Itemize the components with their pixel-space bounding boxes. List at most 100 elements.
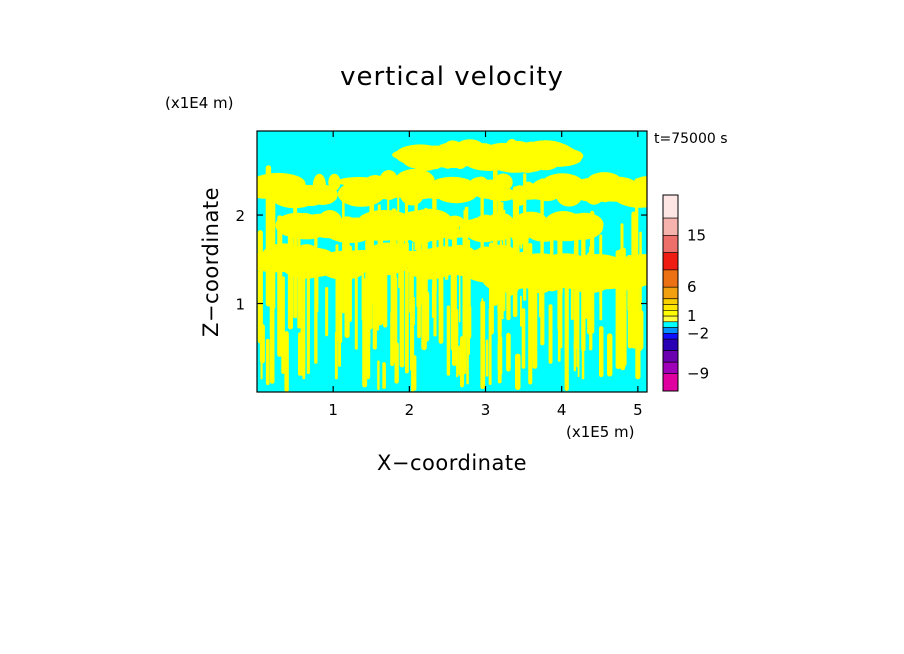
y-tick-label: 1	[235, 296, 245, 314]
colorbar-band	[662, 286, 679, 300]
field-blob	[499, 188, 514, 197]
field-streak	[293, 194, 298, 319]
field-streak	[413, 296, 415, 325]
colorbar-band	[662, 338, 679, 351]
time-label: t=75000 s	[654, 131, 728, 147]
field-streak	[424, 223, 428, 275]
field-blob	[446, 215, 464, 228]
field-blob	[392, 186, 441, 200]
colorbar-band	[662, 304, 679, 311]
field-streak	[560, 256, 563, 294]
field-streak	[573, 340, 576, 372]
field-streak	[392, 269, 395, 302]
field-streak	[414, 201, 418, 251]
field-streak	[550, 223, 554, 273]
colorbar-frame	[662, 194, 679, 392]
field-streak	[599, 234, 603, 321]
field-streak	[373, 262, 379, 316]
field-streak	[532, 294, 536, 319]
field-streak	[265, 338, 270, 386]
field-streak	[397, 193, 400, 248]
colorbar-tick-label: −9	[687, 365, 709, 383]
field-streak	[520, 295, 522, 327]
colorbar-band	[662, 333, 679, 340]
field-streak	[497, 194, 501, 241]
field-blob	[513, 152, 542, 173]
field-streak	[377, 360, 380, 391]
field-streak	[485, 339, 489, 377]
chart-title: vertical velocity	[340, 62, 564, 92]
colorbar-ticks: 15 6 1−2 −9	[687, 226, 709, 382]
field-streak	[564, 277, 569, 391]
field-blob	[542, 272, 562, 292]
y-unit-label: (x1E4 m)	[165, 94, 234, 112]
field-streak	[405, 241, 408, 334]
colorbar-band	[662, 315, 679, 323]
field-streak	[334, 331, 338, 380]
y-axis-title: Z−coordinate	[199, 187, 223, 337]
colorbar-tick-label: 6	[687, 278, 697, 296]
x-tick-label: 3	[481, 401, 491, 419]
field-streak	[284, 331, 289, 392]
field-blob	[294, 244, 319, 264]
field-streak	[582, 248, 585, 265]
field-streak	[301, 258, 304, 366]
field-streak	[458, 261, 461, 323]
field-streak	[538, 285, 543, 318]
field-streak	[422, 221, 424, 258]
field-streak	[500, 202, 504, 241]
field-streak	[382, 362, 386, 389]
field-streak	[558, 217, 561, 248]
field-streak	[412, 242, 414, 292]
field-blob	[275, 212, 320, 238]
colorbar-band	[662, 298, 679, 305]
field-streak	[420, 270, 424, 304]
field-streak	[514, 189, 518, 242]
field-streak	[463, 210, 467, 246]
field-streak	[354, 233, 358, 350]
field-streak	[460, 336, 465, 388]
field-blob	[342, 182, 388, 192]
field-streak	[488, 256, 491, 271]
field-streak	[570, 276, 574, 320]
field-streak	[365, 239, 371, 380]
field-streak	[518, 239, 520, 283]
colorbar-band	[662, 252, 679, 271]
field-streak	[409, 253, 412, 313]
field-streak	[488, 308, 492, 385]
field-streak	[501, 269, 504, 320]
colorbar-band	[662, 309, 679, 317]
colorbar-band	[662, 361, 679, 375]
field-streak	[277, 215, 283, 357]
colorbar-band	[662, 321, 679, 328]
colorbar-band	[662, 235, 679, 253]
field-streak	[265, 165, 272, 307]
field-streak	[445, 236, 449, 280]
field-streak	[404, 191, 407, 249]
field-streak	[599, 326, 604, 378]
field-blob	[328, 173, 341, 191]
field-streak	[493, 168, 498, 306]
field-streak	[581, 310, 585, 380]
colorbar-tick-label: 15	[687, 226, 706, 244]
y-axis: 12	[235, 207, 647, 314]
colorbar-band	[662, 194, 679, 219]
field-streak	[456, 309, 459, 378]
field-streak	[480, 300, 486, 389]
field-streak	[521, 308, 526, 369]
field-streak	[335, 244, 339, 342]
field-streak	[525, 215, 529, 273]
x-axis: 1 2 3 4 5	[328, 131, 643, 419]
field-streak	[383, 251, 387, 314]
x-tick-label: 2	[405, 401, 415, 419]
x-tick-label: 4	[557, 401, 567, 419]
field-streak	[548, 304, 553, 364]
field-streak	[497, 255, 502, 384]
field-streak	[412, 355, 417, 391]
field-streak	[623, 249, 626, 350]
field-streak	[617, 296, 620, 328]
field-streak	[344, 236, 350, 338]
field-streak	[418, 271, 421, 319]
field-streak	[464, 207, 468, 258]
field-streak	[390, 219, 393, 268]
